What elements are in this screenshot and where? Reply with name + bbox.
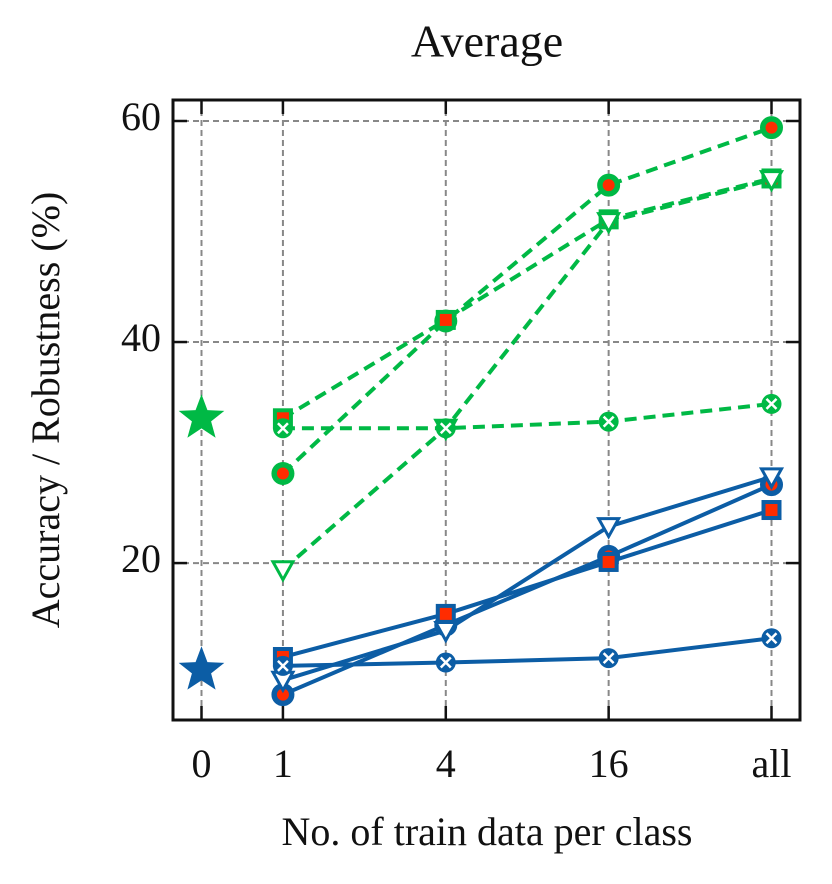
x-tick-label: all	[752, 741, 792, 786]
series-line	[282, 401, 772, 431]
marker	[761, 393, 782, 414]
marker	[433, 620, 459, 644]
marker	[272, 655, 293, 676]
marker-cross	[439, 656, 452, 669]
chart-title: Average	[411, 16, 563, 67]
x-tick-label: 1	[273, 741, 293, 786]
plot-frame	[171, 98, 802, 722]
marker-cross	[602, 415, 615, 428]
marker-cross	[765, 632, 778, 645]
marker	[758, 170, 785, 193]
marker	[435, 603, 456, 624]
series-line	[281, 125, 773, 476]
marker-dot	[602, 179, 615, 192]
marker	[761, 500, 782, 521]
marker-dot	[765, 121, 778, 134]
y-tick-label: 40	[121, 315, 161, 360]
marker	[270, 560, 296, 583]
marker-dot	[439, 607, 452, 620]
marker	[272, 418, 293, 439]
marker-dot	[765, 504, 778, 517]
marker-cross	[277, 422, 289, 435]
star-marker	[178, 646, 225, 690]
marker	[271, 683, 295, 707]
series-line	[282, 508, 773, 659]
y-axis-label: Accuracy / Robustness (%)	[23, 192, 68, 629]
marker	[598, 411, 619, 432]
marker	[435, 309, 456, 330]
series-line	[281, 176, 772, 421]
marker-dot	[602, 555, 615, 568]
marker	[598, 551, 619, 572]
marker	[597, 173, 621, 197]
series-line	[282, 636, 772, 668]
series-line	[282, 474, 773, 683]
marker-cross	[439, 422, 452, 435]
marker-dot	[276, 467, 289, 480]
marker	[435, 652, 456, 673]
y-tick-label: 20	[121, 536, 161, 581]
marker-cross	[602, 652, 615, 664]
series-line	[282, 482, 773, 697]
x-axis-label: No. of train data per class	[282, 809, 693, 854]
marker-cross	[277, 659, 289, 672]
x-tick-label: 16	[589, 741, 629, 786]
marker-cross	[765, 398, 778, 410]
marker	[435, 418, 456, 439]
marker	[760, 116, 783, 140]
star-marker	[178, 394, 225, 438]
marker	[596, 517, 622, 540]
y-tick-label: 60	[121, 94, 161, 139]
marker	[758, 467, 785, 490]
series-line	[281, 177, 772, 572]
marker	[761, 628, 782, 649]
marker	[596, 212, 622, 235]
x-tick-label: 0	[192, 741, 212, 786]
marker	[598, 648, 619, 669]
x-tick-label: 4	[436, 741, 456, 786]
marker-dot	[439, 313, 452, 326]
marker-dot	[276, 688, 289, 701]
marker	[271, 462, 295, 486]
